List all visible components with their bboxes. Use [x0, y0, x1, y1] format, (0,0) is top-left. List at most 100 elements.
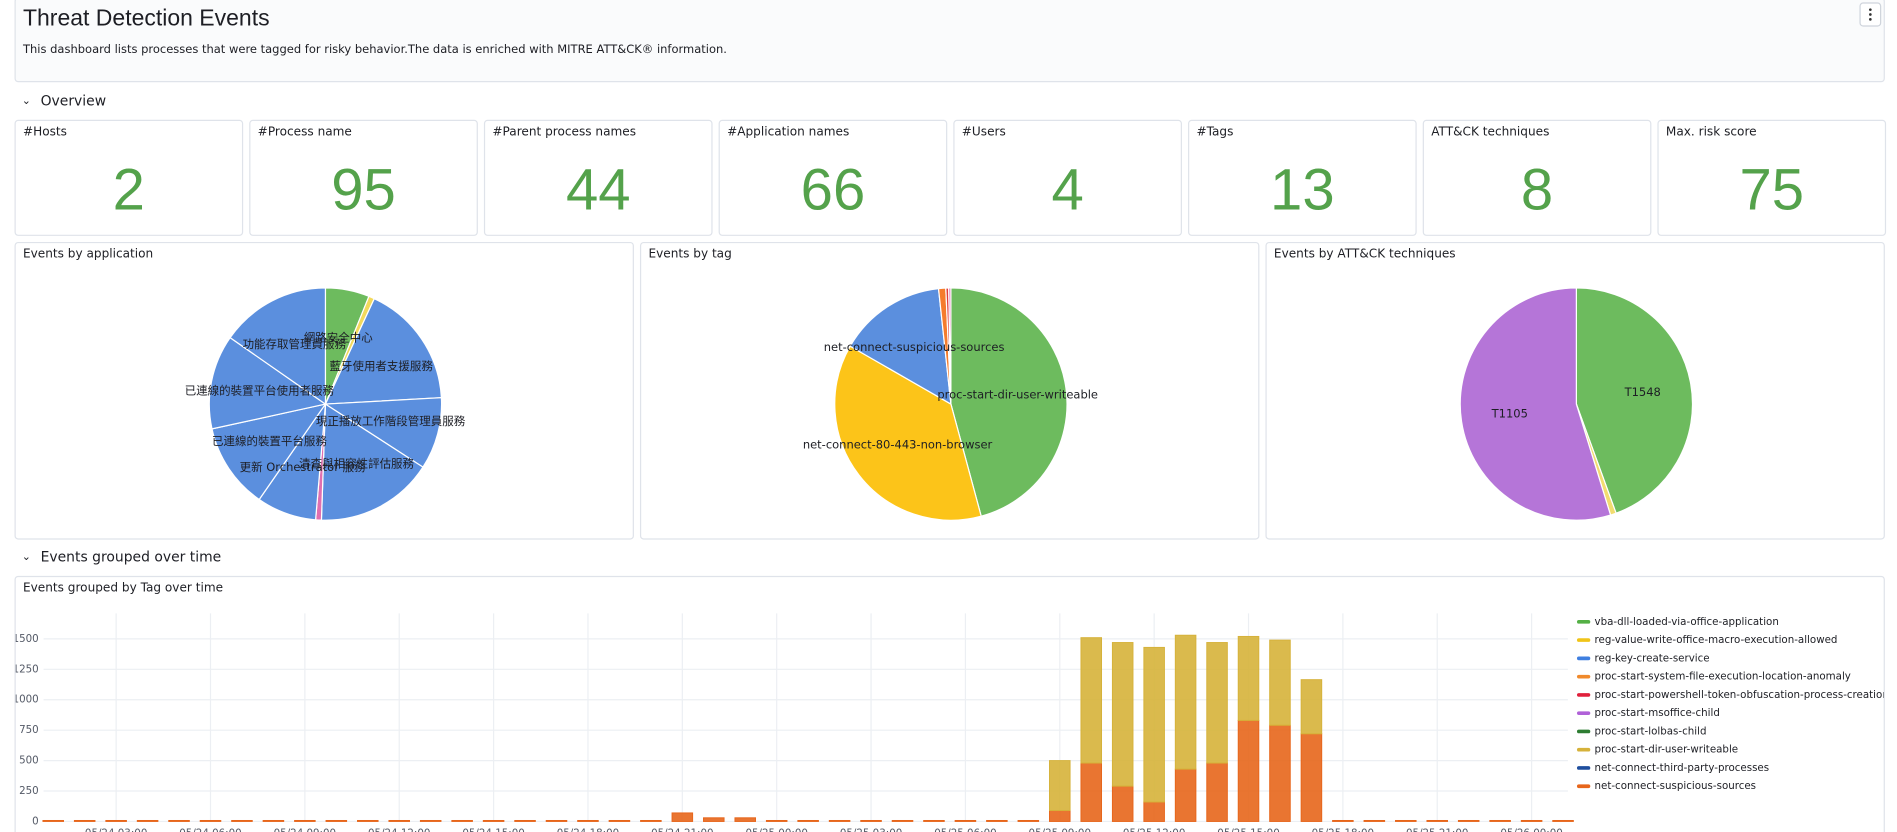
stat-label: ATT&CK techniques	[1431, 125, 1550, 140]
legend-label: vba-dll-loaded-via-office-application	[1595, 616, 1779, 628]
bar-segment	[1143, 801, 1165, 822]
slice-label: 藍牙使用者支援服務	[329, 359, 433, 373]
bar-segment	[419, 819, 442, 822]
pie-chart: T1548 T1105	[1459, 287, 1694, 521]
bar-segment	[325, 819, 348, 822]
stat-value: 2	[112, 158, 145, 223]
bar-segment	[105, 819, 127, 822]
slice-label: net-connect-80-443-non-browser	[803, 438, 993, 452]
bar-chart: 0 250 500 750 1000 1250 1500 05/24 03:00 05/24 0…	[16, 613, 1884, 832]
x-tick-label: 05/25 15:00	[1217, 828, 1279, 832]
x-tick-label: 05/24 03:00	[85, 828, 147, 832]
chart-title: Events by ATT&CK techniques	[1273, 248, 1456, 262]
bar-segment	[294, 819, 316, 822]
bar-segment	[1237, 635, 1260, 721]
bar-segment	[451, 819, 473, 822]
legend-label: reg-key-create-service	[1595, 652, 1710, 664]
chart-title: Events by application	[22, 248, 154, 262]
pie-chart: proc-start-dir-user-writeable net-connect…	[803, 287, 1098, 521]
legend-label: proc-start-lolbas-child	[1595, 725, 1707, 737]
x-tick-label: 05/24 06:00	[179, 828, 241, 832]
bar-segment	[1080, 762, 1103, 822]
x-tick-label: 05/25 09:00	[1029, 828, 1091, 832]
pie-slice	[948, 287, 952, 405]
pie-slice	[208, 336, 327, 430]
stat-value: 13	[1270, 158, 1335, 223]
stat-label: #Application names	[727, 125, 850, 140]
slice-label: 已連線的裝置平台服務	[212, 434, 327, 448]
stat-panel: #Tags 13	[1188, 119, 1417, 236]
bar-segment	[797, 819, 819, 822]
pie-slice	[324, 297, 443, 405]
bar-segment	[1363, 819, 1386, 822]
bar-segment	[168, 819, 190, 822]
slice-label: 清查與相容性評估服務	[299, 456, 414, 470]
bar-segment	[891, 819, 914, 822]
bar-segment	[765, 819, 788, 822]
stat-label: #Process name	[257, 125, 352, 140]
stat-value: 44	[565, 158, 631, 223]
stat-panel: ATT&CK techniques 8	[1422, 119, 1652, 236]
x-tick-label: 05/24 21:00	[651, 828, 713, 832]
y-tick-label: 750	[19, 724, 39, 736]
pie-slice	[211, 403, 327, 501]
bar-segment	[860, 819, 882, 822]
bar-segment	[1049, 760, 1071, 811]
bar-segment	[42, 819, 64, 822]
stat-label: #Parent process names	[492, 125, 637, 140]
bar-segment	[1049, 810, 1071, 822]
slice-label: 功能存取管理員服務	[243, 337, 347, 351]
stat-panel: #Users 4	[953, 119, 1182, 236]
panel-menu-button[interactable]	[1859, 2, 1882, 27]
x-tick-label: 05/26 00:00	[1500, 828, 1562, 832]
x-tick-label: 05/25 00:00	[745, 828, 807, 832]
pie-slice	[950, 287, 1068, 517]
x-tick-label: 05/24 18:00	[557, 828, 619, 832]
y-tick-label: 0	[32, 815, 39, 827]
section-toggle[interactable]: ⌄ Overview	[21, 91, 107, 109]
bar-segment	[262, 819, 285, 822]
bar-segment	[1269, 724, 1291, 822]
section-title: Overview	[40, 91, 107, 109]
chart-title: Events grouped by Tag over time	[22, 581, 224, 596]
legend-label: net-connect-suspicious-sources	[1595, 780, 1757, 792]
stat-panel: #Hosts 2	[14, 119, 244, 236]
stat-value: 8	[1520, 158, 1554, 223]
bar-segment	[1300, 733, 1323, 822]
bar-segment	[1237, 719, 1260, 822]
dashboard-description: This dashboard lists processes that were…	[22, 43, 727, 57]
y-tick-label: 1500	[16, 633, 39, 645]
bar-segment	[954, 819, 977, 822]
slice-label: T1548	[1624, 385, 1661, 399]
x-tick-label: 05/24 12:00	[368, 828, 430, 832]
stat-panel: #Application names 66	[718, 119, 948, 236]
pie-slice	[323, 397, 443, 468]
bar-segment	[1143, 646, 1165, 803]
x-tick-label: 05/25 03:00	[840, 828, 902, 832]
pie-chart: 網路安全中心藍牙使用者支援服務現正播放工作階段管理員服務清查與相容性評估服務更新…	[185, 287, 466, 521]
bar-segment	[545, 819, 568, 822]
bar-segment	[923, 819, 945, 822]
stat-value: 95	[331, 158, 396, 223]
slice-label: 現正播放工作階段管理員服務	[316, 414, 466, 428]
dashboard-title: Threat Detection Events	[22, 6, 270, 32]
bar-segment	[640, 819, 662, 822]
menu-icon	[1869, 8, 1872, 21]
section-toggle[interactable]: ⌄ Events grouped over time	[21, 548, 222, 565]
bar-segment	[1552, 819, 1574, 822]
pie-slice	[320, 402, 424, 521]
slice-label: 更新 Orchestrator 服務	[240, 460, 366, 474]
stat-panel: Max. risk score 75	[1657, 119, 1887, 236]
bar-segment	[1174, 768, 1197, 822]
bar-segment	[1269, 639, 1291, 726]
bar-segment	[671, 812, 694, 822]
stat-value: 4	[1051, 158, 1084, 223]
stat-panel: #Process name 95	[249, 119, 478, 236]
section-title: Events grouped over time	[40, 548, 222, 565]
bar-segment	[734, 817, 757, 822]
bar-segment	[703, 817, 725, 822]
x-tick-label: 05/25 06:00	[934, 828, 996, 832]
bar-segment	[1332, 819, 1354, 822]
bar-segment	[1206, 642, 1228, 764]
stat-label: #Hosts	[22, 125, 67, 140]
